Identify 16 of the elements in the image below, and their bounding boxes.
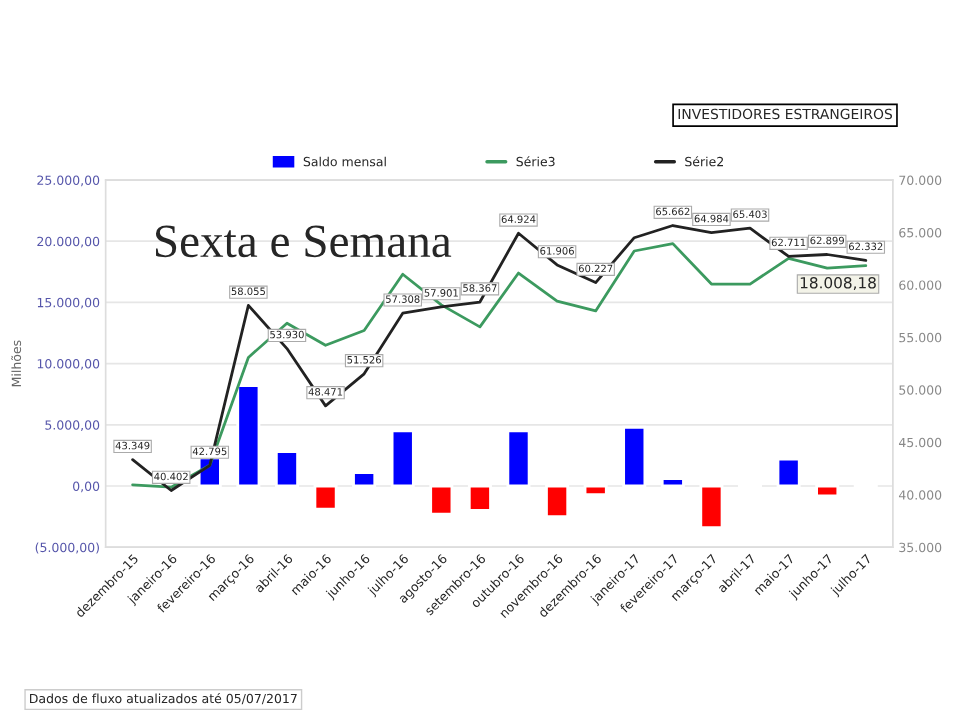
bar [815,484,840,498]
bar [352,471,377,488]
bar [622,425,647,488]
bar [313,484,338,511]
bar [506,429,531,488]
bar [776,457,801,488]
bar [699,484,724,530]
bar [429,484,454,516]
bar [545,484,570,518]
bar [274,450,299,488]
bar [236,384,261,488]
annotation: Sexta e Semana [155,225,452,258]
bar [583,484,608,496]
bar [467,484,492,512]
bar [660,477,685,488]
bar [390,429,415,488]
